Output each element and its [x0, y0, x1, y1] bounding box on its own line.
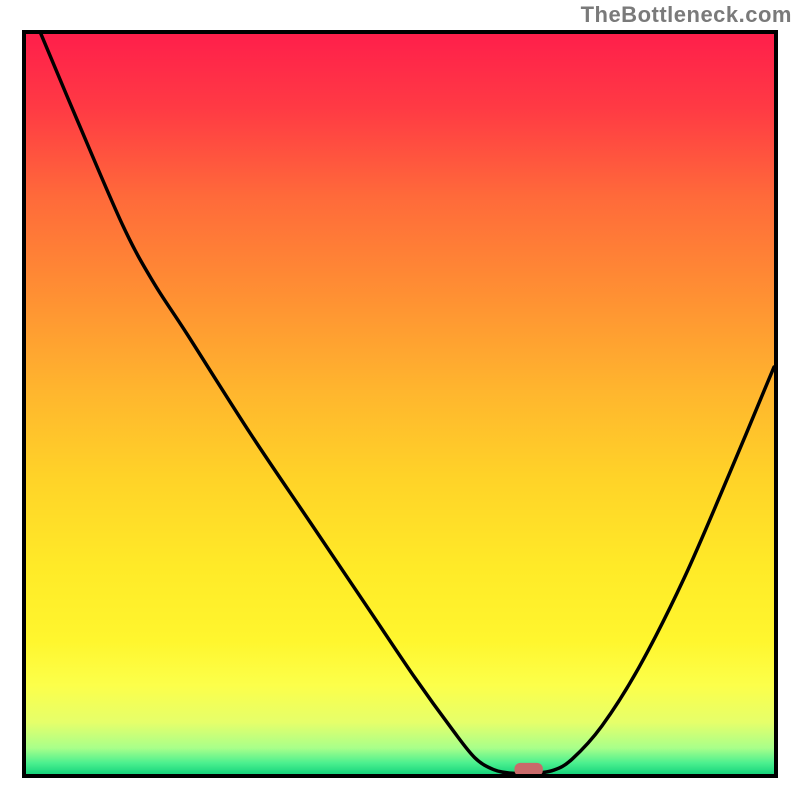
gradient-background	[26, 34, 774, 774]
watermark-text: TheBottleneck.com	[581, 2, 792, 28]
chart-root: TheBottleneck.com	[0, 0, 800, 800]
plot-frame	[22, 30, 778, 778]
plot-svg	[26, 34, 774, 774]
optimum-marker	[514, 763, 542, 774]
